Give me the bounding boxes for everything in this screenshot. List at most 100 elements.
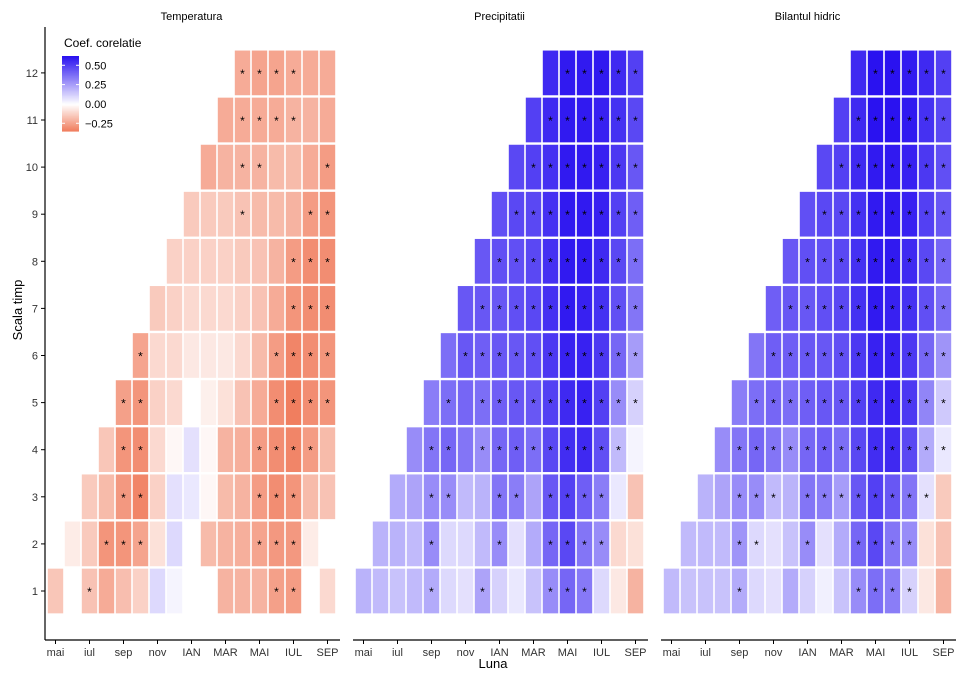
heatmap-cell bbox=[593, 97, 610, 143]
x-tick-label: IAN bbox=[182, 647, 200, 659]
heatmap-cell bbox=[816, 333, 833, 378]
heatmap-cell bbox=[217, 191, 234, 237]
significance-marker: * bbox=[121, 397, 126, 411]
heatmap-cell bbox=[850, 50, 867, 96]
significance-marker: * bbox=[480, 397, 485, 411]
heatmap-cell bbox=[251, 474, 268, 520]
heatmap-cell bbox=[251, 568, 268, 614]
heatmap-cell bbox=[525, 191, 542, 237]
heatmap-cell bbox=[731, 427, 748, 473]
significance-marker: * bbox=[291, 67, 296, 81]
heatmap-cell bbox=[217, 521, 234, 567]
heatmap-cell bbox=[542, 191, 559, 237]
significance-marker: * bbox=[531, 350, 536, 364]
heatmap-cell bbox=[559, 238, 576, 284]
heatmap-cell bbox=[302, 286, 319, 331]
heatmap-cell bbox=[782, 286, 799, 331]
significance-marker: * bbox=[616, 208, 621, 222]
significance-marker: * bbox=[240, 114, 245, 128]
heatmap-cell bbox=[935, 286, 952, 331]
heatmap-cell bbox=[251, 50, 268, 96]
heatmap-cell bbox=[748, 380, 765, 425]
heatmap-cell bbox=[850, 286, 867, 331]
significance-marker: * bbox=[514, 350, 519, 364]
significance-marker: * bbox=[754, 397, 759, 411]
heatmap-cell bbox=[833, 191, 850, 237]
heatmap-cell bbox=[918, 286, 935, 331]
significance-marker: * bbox=[582, 208, 587, 222]
heatmap-cell bbox=[884, 474, 901, 520]
significance-marker: * bbox=[514, 444, 519, 458]
x-tick-label: nov bbox=[457, 647, 475, 659]
x-tick-label: SEP bbox=[624, 647, 646, 659]
heatmap-cell bbox=[850, 427, 867, 473]
heatmap-cell bbox=[576, 427, 593, 473]
heatmap-cell bbox=[901, 238, 918, 284]
heatmap-cell bbox=[423, 521, 440, 567]
legend-gradient-segment bbox=[62, 116, 79, 118]
significance-marker: * bbox=[771, 491, 776, 505]
heatmap-cell bbox=[918, 191, 935, 237]
significance-marker: * bbox=[565, 67, 570, 81]
significance-marker: * bbox=[548, 208, 553, 222]
heatmap-cell bbox=[217, 238, 234, 284]
significance-marker: * bbox=[531, 161, 536, 175]
heatmap-cell bbox=[81, 474, 98, 520]
legend-tick-label: 0.00 bbox=[85, 99, 106, 111]
significance-marker: * bbox=[890, 538, 895, 552]
heatmap-cell bbox=[285, 474, 302, 520]
heatmap-cell bbox=[850, 191, 867, 237]
significance-marker: * bbox=[633, 208, 638, 222]
heatmap-cell bbox=[302, 238, 319, 284]
significance-marker: * bbox=[907, 67, 912, 81]
heatmap-cell bbox=[149, 380, 166, 425]
significance-marker: * bbox=[941, 350, 946, 364]
significance-marker: * bbox=[138, 538, 143, 552]
heatmap-cell bbox=[714, 568, 731, 614]
significance-marker: * bbox=[582, 114, 587, 128]
legend-gradient-segment bbox=[62, 62, 79, 65]
heatmap-cell bbox=[302, 333, 319, 378]
significance-marker: * bbox=[429, 444, 434, 458]
significance-marker: * bbox=[291, 350, 296, 364]
heatmap-cell bbox=[166, 333, 183, 378]
heatmap-cell bbox=[474, 521, 491, 567]
heatmap-cell bbox=[525, 380, 542, 425]
legend-gradient-segment bbox=[62, 63, 79, 66]
significance-marker: * bbox=[633, 67, 638, 81]
panel-title: Precipitatii bbox=[474, 11, 525, 23]
heatmap-cell bbox=[319, 427, 336, 473]
heatmap-cell bbox=[918, 144, 935, 190]
x-tick-label: SEP bbox=[316, 647, 338, 659]
heatmap-cell bbox=[576, 50, 593, 96]
significance-marker: * bbox=[565, 161, 570, 175]
heatmap-cell bbox=[319, 333, 336, 378]
legend-gradient-segment bbox=[62, 67, 79, 70]
heatmap-cell bbox=[782, 568, 799, 614]
heatmap-cell bbox=[627, 97, 644, 143]
heatmap-cell bbox=[302, 427, 319, 473]
significance-marker: * bbox=[582, 161, 587, 175]
heatmap-cell bbox=[132, 380, 149, 425]
heatmap-cell bbox=[440, 333, 457, 378]
heatmap-cell bbox=[850, 238, 867, 284]
heatmap-cell bbox=[302, 144, 319, 190]
panel-title: Bilantul hidric bbox=[775, 11, 841, 23]
legend-tick-label: 0.50 bbox=[85, 60, 106, 72]
heatmap-cell bbox=[918, 333, 935, 378]
heatmap-cell bbox=[559, 191, 576, 237]
heatmap-cell bbox=[81, 521, 98, 567]
heatmap-cell bbox=[217, 333, 234, 378]
legend-gradient-segment bbox=[62, 111, 79, 113]
heatmap-cell bbox=[593, 427, 610, 473]
significance-marker: * bbox=[121, 444, 126, 458]
heatmap-cell bbox=[731, 474, 748, 520]
heatmap-cell bbox=[901, 333, 918, 378]
heatmap-cell bbox=[132, 521, 149, 567]
legend-gradient-segment bbox=[62, 122, 79, 125]
heatmap-cell bbox=[867, 568, 884, 614]
heatmap-cell bbox=[576, 474, 593, 520]
significance-marker: * bbox=[890, 585, 895, 599]
significance-marker: * bbox=[138, 491, 143, 505]
heatmap-cell bbox=[816, 286, 833, 331]
